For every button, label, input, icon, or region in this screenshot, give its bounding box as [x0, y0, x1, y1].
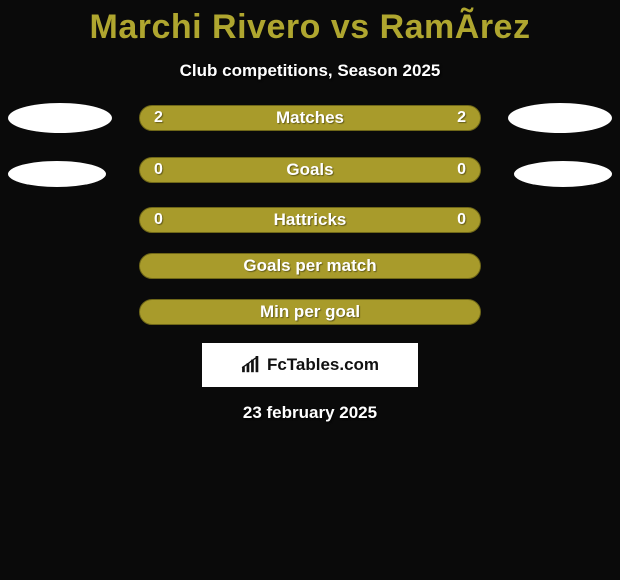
stat-row: Min per goal	[0, 299, 620, 325]
stat-label: Goals per match	[140, 256, 480, 276]
brand-text: FcTables.com	[267, 355, 379, 375]
stat-left-value: 0	[154, 161, 163, 179]
page-title: Marchi Rivero vs RamÃ­rez	[90, 8, 531, 47]
stat-label: Hattricks	[140, 210, 480, 230]
stat-row: 0 Goals 0	[0, 153, 620, 187]
stat-row: Goals per match	[0, 253, 620, 279]
stat-label: Min per goal	[140, 302, 480, 322]
left-marker-ellipse	[8, 161, 106, 187]
brand-badge: FcTables.com	[202, 343, 418, 387]
left-marker-ellipse	[8, 103, 112, 133]
stat-bar-goals-per-match: Goals per match	[139, 253, 481, 279]
stat-bar-goals: 0 Goals 0	[139, 157, 481, 183]
page-subtitle: Club competitions, Season 2025	[180, 61, 441, 81]
stat-right-value: 0	[457, 161, 466, 179]
stat-row: 0 Hattricks 0	[0, 207, 620, 233]
stat-left-value: 0	[154, 211, 163, 229]
stat-left-value: 2	[154, 109, 163, 127]
stat-bar-hattricks: 0 Hattricks 0	[139, 207, 481, 233]
right-marker-ellipse	[508, 103, 612, 133]
footer-date: 23 february 2025	[243, 403, 377, 423]
stat-bar-matches: 2 Matches 2	[139, 105, 481, 131]
stat-label: Goals	[140, 160, 480, 180]
right-marker-ellipse	[514, 161, 612, 187]
bar-chart-icon	[241, 356, 263, 374]
stat-label: Matches	[140, 108, 480, 128]
comparison-infographic: Marchi Rivero vs RamÃ­rez Club competiti…	[0, 0, 620, 423]
stat-right-value: 2	[457, 109, 466, 127]
stat-bar-min-per-goal: Min per goal	[139, 299, 481, 325]
stat-right-value: 0	[457, 211, 466, 229]
stat-row: 2 Matches 2	[0, 103, 620, 133]
